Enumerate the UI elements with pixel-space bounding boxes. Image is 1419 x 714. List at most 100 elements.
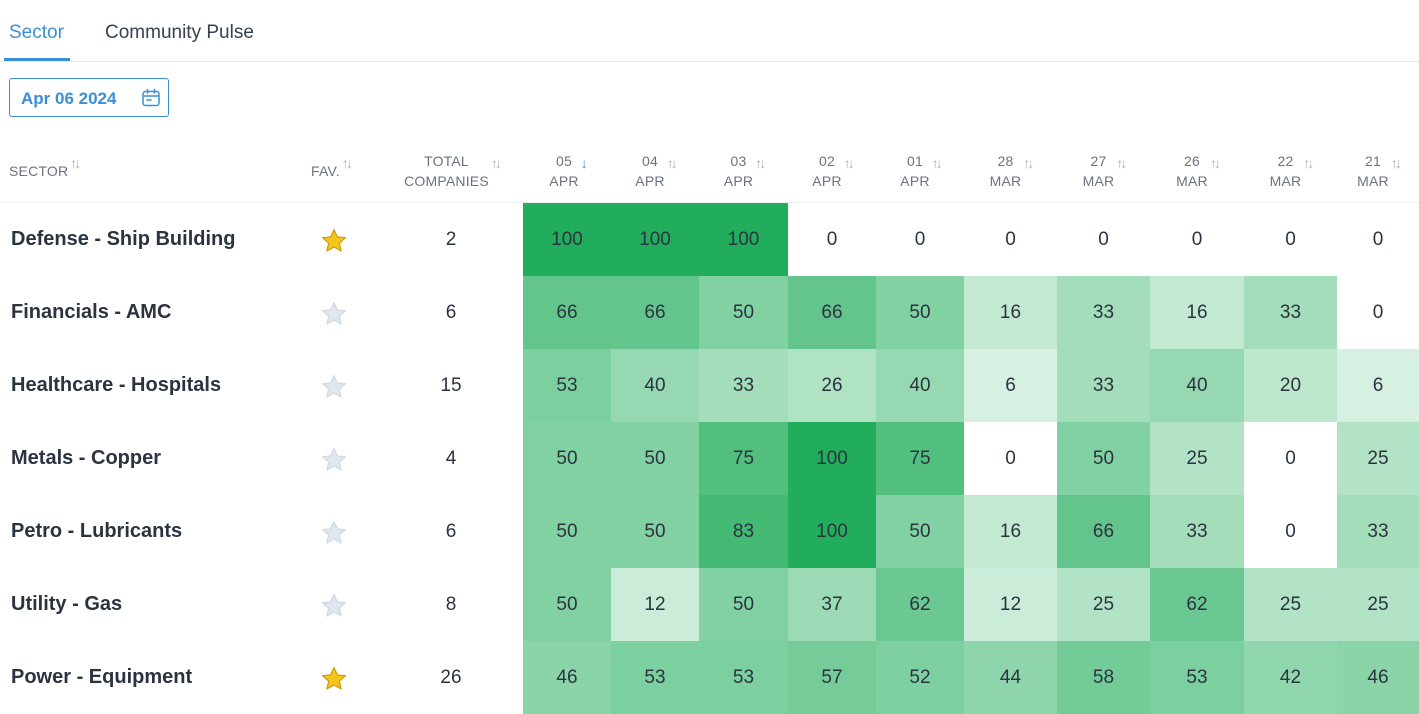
column-header-date-3[interactable]: 02 APR ↑↓ [788, 140, 876, 202]
heatmap-cell: 50 [1057, 422, 1150, 495]
heatmap-cell: 0 [1244, 495, 1337, 568]
heatmap-cell: 16 [964, 276, 1057, 349]
sector-name[interactable]: Defense - Ship Building [11, 228, 236, 250]
heatmap-cell: 50 [523, 495, 611, 568]
heatmap-cell: 100 [523, 203, 611, 276]
sort-icon: ↑↓ [931, 155, 943, 171]
heatmap-cell: 0 [964, 203, 1057, 276]
table-row: Healthcare - Hospitals 15 53 40 33 26 40 6 33 40 2… [0, 349, 1419, 422]
heatmap-cell: 53 [1150, 641, 1244, 714]
column-header-date-6[interactable]: 27 MAR ↑↓ [1057, 140, 1150, 202]
heatmap-cell: 12 [611, 568, 699, 641]
sector-name[interactable]: Financials - AMC [11, 301, 172, 323]
heatmap-cell: 25 [1337, 422, 1419, 495]
column-header-day: 22 [1277, 153, 1294, 169]
column-header-day: 21 [1365, 153, 1381, 169]
column-header-day: 28 [997, 153, 1014, 169]
heatmap-cell: 0 [1244, 203, 1337, 276]
table-row: Metals - Copper 4 50 50 75 100 75 0 50 25 0 25 [0, 422, 1419, 495]
column-header-date-9[interactable]: 21 MAR ↑↓ [1337, 140, 1419, 202]
heatmap-cell: 57 [788, 641, 876, 714]
heatmap-cell: 46 [1337, 641, 1419, 714]
table-row: Financials - AMC 6 66 66 50 66 50 16 33 16 33 0 [0, 276, 1419, 349]
column-header-total-companies[interactable]: TOTAL COMPANIES ↑↓ [394, 140, 509, 202]
sector-name[interactable]: Metals - Copper [11, 447, 162, 469]
heatmap-cell: 44 [964, 641, 1057, 714]
heatmap-cell: 16 [1150, 276, 1244, 349]
sector-name[interactable]: Power - Equipment [11, 666, 193, 688]
column-header-month: APR [549, 173, 579, 189]
column-header-fav-label: FAV. [311, 163, 340, 179]
heatmap-cell: 66 [611, 276, 699, 349]
heatmap-cell: 25 [1057, 568, 1150, 641]
column-header-date-1[interactable]: 04 APR ↑↓ [611, 140, 699, 202]
sort-icon: ↓ [580, 155, 588, 171]
star-filled-icon[interactable] [320, 227, 348, 255]
total-companies-value: 2 [445, 229, 457, 250]
star-filled-icon[interactable] [320, 665, 348, 693]
heatmap-cell: 33 [1057, 276, 1150, 349]
column-header-date-4[interactable]: 01 APR ↑↓ [876, 140, 964, 202]
column-header-day: 02 [819, 153, 835, 169]
heatmap-cell: 6 [1337, 349, 1419, 422]
heatmap-cell: 0 [1057, 203, 1150, 276]
heatmap-cell: 50 [876, 495, 964, 568]
heatmap-cell: 50 [523, 422, 611, 495]
column-header-date-8[interactable]: 22 MAR ↑↓ [1244, 140, 1337, 202]
star-outline-icon[interactable] [320, 300, 348, 328]
heatmap-cell: 20 [1244, 349, 1337, 422]
column-header-day: 26 [1184, 153, 1200, 169]
date-picker-value: Apr 06 2024 [21, 89, 117, 108]
column-header-month: APR [635, 173, 665, 189]
column-header-month: APR [723, 173, 754, 189]
heatmap-cell: 50 [611, 422, 699, 495]
sort-icon: ↑↓ [70, 155, 81, 171]
table-row: Power - Equipment 26 46 53 53 57 52 44 58 53 42 46 [0, 641, 1419, 714]
column-header-fav[interactable]: FAV. ↑↓ [311, 140, 353, 202]
column-header-sector[interactable]: SECTOR ↑↓ [9, 140, 81, 202]
column-header-month: APR [812, 173, 842, 189]
heatmap-cell: 50 [699, 276, 788, 349]
star-outline-icon[interactable] [320, 592, 348, 620]
column-header-date-5[interactable]: 28 MAR ↑↓ [964, 140, 1057, 202]
heatmap-cell: 0 [788, 203, 876, 276]
heatmap-cell: 26 [788, 349, 876, 422]
heatmap-cell: 16 [964, 495, 1057, 568]
total-companies-value: 26 [440, 667, 462, 688]
heatmap-cell: 62 [1150, 568, 1244, 641]
tab-sector[interactable]: Sector [9, 22, 64, 43]
total-companies-value: 8 [445, 594, 457, 615]
column-header-date-7[interactable]: 26 MAR ↑↓ [1150, 140, 1244, 202]
sector-name[interactable]: Petro - Lubricants [11, 520, 183, 542]
sort-icon: ↑↓ [843, 155, 855, 171]
heatmap-cell: 100 [699, 203, 788, 276]
heatmap-cell: 33 [1337, 495, 1419, 568]
heatmap-cell: 58 [1057, 641, 1150, 714]
heatmap-cell: 40 [611, 349, 699, 422]
active-tab-indicator [4, 58, 70, 61]
sector-name[interactable]: Utility - Gas [11, 593, 123, 615]
tab-community-pulse[interactable]: Community Pulse [105, 22, 254, 43]
table-header: SECTOR ↑↓ FAV. ↑↓ TOTAL COMPANIES ↑↓ 05 A… [0, 140, 1419, 203]
column-header-date-2[interactable]: 03 APR ↑↓ [699, 140, 788, 202]
column-header-sector-label: SECTOR [9, 163, 69, 179]
date-picker[interactable]: Apr 06 2024 [9, 78, 169, 117]
sort-icon: ↑↓ [755, 155, 766, 171]
heatmap-cell: 40 [1150, 349, 1244, 422]
star-outline-icon[interactable] [320, 519, 348, 547]
heatmap-cell: 37 [788, 568, 876, 641]
column-header-month: MAR [989, 173, 1022, 189]
star-outline-icon[interactable] [320, 373, 348, 401]
heatmap-cell: 100 [788, 422, 876, 495]
heatmap-cell: 33 [699, 349, 788, 422]
heatmap-cell: 50 [876, 276, 964, 349]
heatmap-cell: 12 [964, 568, 1057, 641]
column-header-date-0[interactable]: 05 APR ↓ [523, 140, 611, 202]
sector-name[interactable]: Healthcare - Hospitals [11, 374, 222, 396]
sort-icon: ↑↓ [1303, 155, 1314, 171]
table-row: Defense - Ship Building 2 100 100 100 0 0 0 0 0 0 0 [0, 203, 1419, 276]
column-header-day: 03 [730, 153, 747, 169]
star-outline-icon[interactable] [320, 446, 348, 474]
heatmap-cell: 0 [876, 203, 964, 276]
heatmap-cell: 75 [876, 422, 964, 495]
